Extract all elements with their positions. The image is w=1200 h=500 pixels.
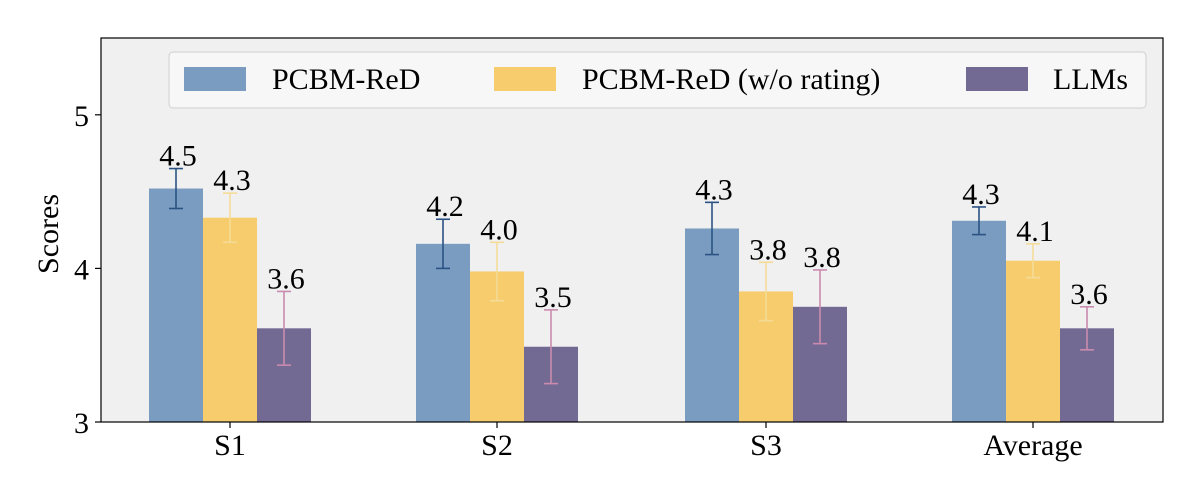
x-tick-label: S3 xyxy=(750,429,782,462)
axes-layer: S1 S2 S3 Average 3 4 5 xyxy=(74,100,1083,462)
data-label: 3.5 xyxy=(534,281,572,314)
legend-label: LLMs xyxy=(1053,63,1128,96)
x-tick-label: S1 xyxy=(214,429,246,462)
y-tick-label: 5 xyxy=(74,100,89,133)
legend-swatch xyxy=(494,67,556,91)
data-label: 4.3 xyxy=(962,178,1000,211)
data-label: 3.8 xyxy=(749,233,787,266)
data-label: 4.5 xyxy=(159,140,197,173)
data-label: 4.0 xyxy=(480,213,518,246)
legend-box xyxy=(168,51,1147,109)
data-labels-layer: 4.5 4.3 3.6 4.2 4.0 3.5 4.3 3.8 3.8 4.3 4.1 3.6 xyxy=(159,140,1108,314)
plot-frame xyxy=(100,37,1164,423)
bar xyxy=(416,243,470,422)
legend: PCBM-ReD PCBM-ReD (w/o rating) LLMs xyxy=(168,51,1147,109)
y-axis-title: Scores xyxy=(32,194,65,274)
data-label: 4.3 xyxy=(213,164,251,197)
legend-label: PCBM-ReD xyxy=(272,63,420,96)
x-tick-label: S2 xyxy=(481,429,513,462)
bar xyxy=(952,220,1006,422)
bar xyxy=(1006,260,1060,422)
data-label: 4.1 xyxy=(1016,215,1054,248)
y-tick-label: 3 xyxy=(74,407,89,440)
y-tick-label: 4 xyxy=(74,253,89,286)
data-label: 3.6 xyxy=(1070,278,1108,311)
legend-swatch xyxy=(966,67,1028,91)
bar xyxy=(685,228,739,422)
error-bars-layer xyxy=(169,167,1094,385)
data-label: 3.8 xyxy=(803,241,841,274)
bar xyxy=(149,188,203,422)
x-tick-label: Average xyxy=(983,429,1082,462)
legend-label: PCBM-ReD (w/o rating) xyxy=(582,63,880,96)
data-label: 4.2 xyxy=(426,190,464,223)
bars-layer xyxy=(149,188,1114,422)
data-label: 4.3 xyxy=(695,173,733,206)
data-label: 3.6 xyxy=(267,262,305,295)
bar xyxy=(203,217,257,422)
legend-swatch xyxy=(184,67,246,91)
